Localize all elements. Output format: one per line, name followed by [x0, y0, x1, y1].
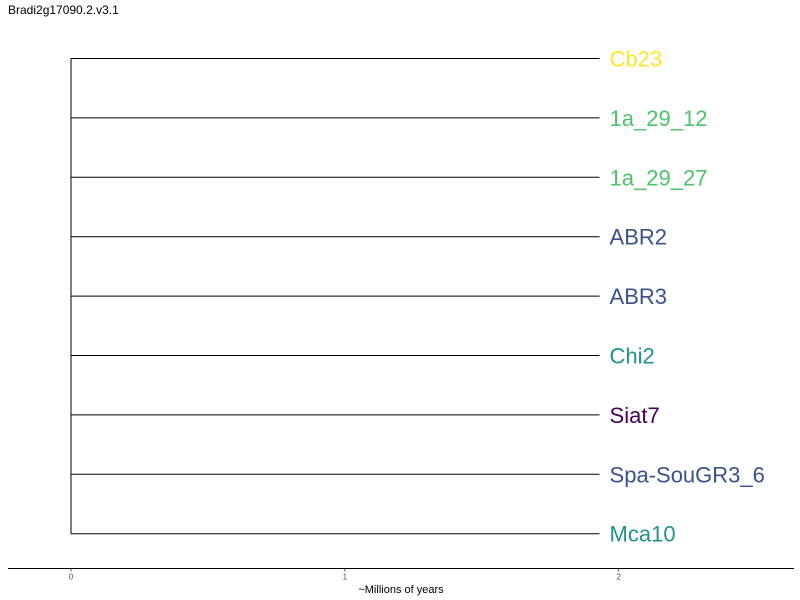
tip-label: 1a_29_12: [610, 106, 708, 131]
tree-title: Bradi2g17090.2.v3.1: [8, 3, 119, 17]
tip-label: Chi2: [610, 344, 655, 369]
tip-label: ABR2: [610, 225, 667, 250]
axis-tick-label: 1: [343, 573, 348, 582]
axis-tick-label: 0: [69, 573, 74, 582]
tip-label: Siat7: [610, 403, 660, 428]
tip-label: Cb23: [610, 47, 663, 72]
axis-tick-label: 2: [616, 573, 621, 582]
tip-label: Mca10: [610, 522, 676, 547]
tip-label: ABR3: [610, 284, 667, 309]
axis-ticks: 0 1 2: [69, 568, 621, 582]
tip-label: Spa-SouGR3_6: [610, 462, 765, 487]
tip-labels: Cb23 1a_29_12 1a_29_27 ABR2 ABR3 Chi2 Siat7 Spa…: [610, 47, 765, 547]
tip-label: 1a_29_27: [610, 165, 708, 190]
axis-title: ~Millions of years: [358, 584, 444, 596]
time-axis: 0 1 2 ~Millions of years: [8, 568, 794, 596]
tree-branches: [70, 58, 600, 535]
